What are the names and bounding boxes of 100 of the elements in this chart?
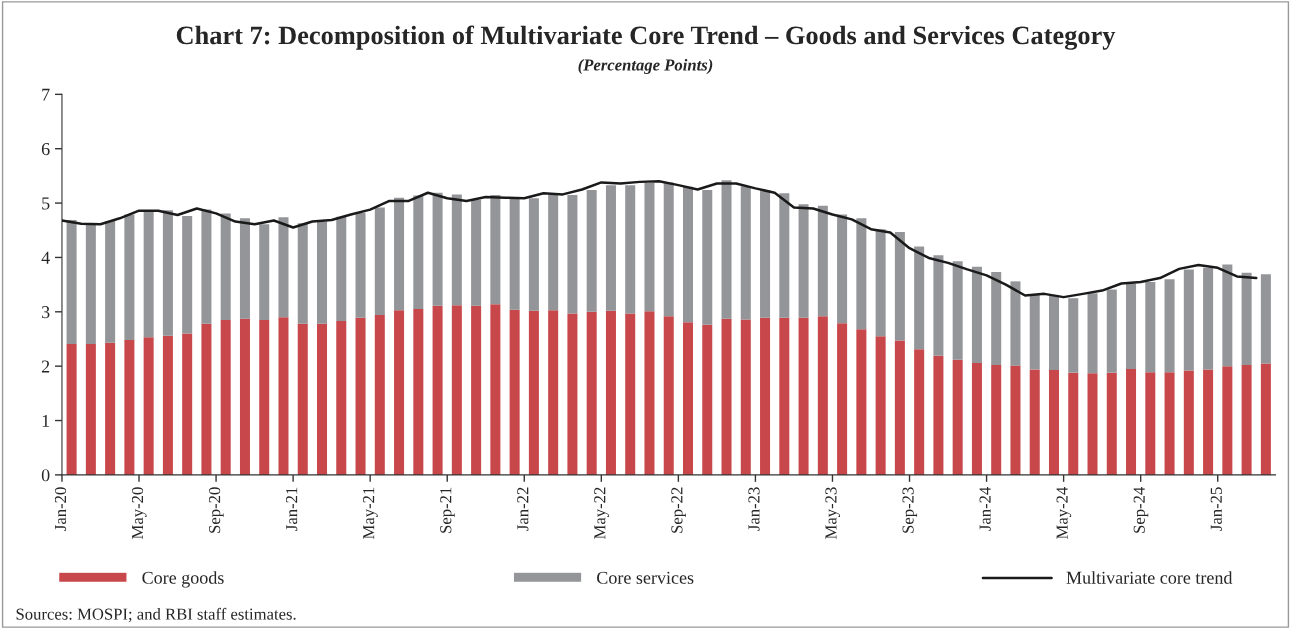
bar bbox=[1183, 370, 1194, 475]
y-tick-label: 6 bbox=[41, 143, 50, 156]
bar bbox=[105, 342, 116, 475]
bar bbox=[490, 304, 501, 475]
bar bbox=[143, 210, 154, 338]
bar bbox=[548, 310, 559, 475]
bar bbox=[432, 192, 443, 306]
bar bbox=[1260, 363, 1271, 475]
bar bbox=[1260, 274, 1271, 364]
bar bbox=[374, 315, 385, 475]
y-tick-label: 3 bbox=[42, 306, 50, 319]
bar bbox=[451, 194, 462, 306]
bar bbox=[971, 362, 982, 475]
bar bbox=[220, 319, 231, 475]
bar bbox=[817, 316, 828, 475]
line-series bbox=[61, 180, 1258, 299]
bar bbox=[586, 190, 597, 312]
bar bbox=[875, 229, 886, 337]
x-tick-label: Sep-21 bbox=[440, 487, 455, 533]
y-tick-label: 0 bbox=[41, 469, 50, 482]
x-tick-label: Jan-21 bbox=[286, 487, 298, 531]
bar bbox=[1183, 269, 1194, 371]
bar bbox=[239, 218, 250, 319]
bar bbox=[837, 214, 848, 324]
legend-label: Core services bbox=[597, 571, 694, 584]
bar bbox=[914, 349, 925, 475]
bar bbox=[1087, 373, 1098, 475]
bar bbox=[182, 333, 193, 475]
bar bbox=[451, 305, 462, 475]
bar bbox=[1048, 369, 1059, 475]
bar bbox=[663, 182, 674, 317]
bar bbox=[1010, 281, 1021, 366]
x-tick-label: May-23 bbox=[825, 487, 841, 539]
bar bbox=[413, 195, 424, 310]
bar bbox=[1106, 372, 1117, 475]
bar bbox=[355, 317, 366, 475]
bar bbox=[1068, 372, 1079, 475]
bar bbox=[413, 309, 424, 475]
bar bbox=[336, 216, 347, 322]
y-tick-label: 1 bbox=[42, 414, 50, 427]
chart-subtitle: (Percentage Points) bbox=[578, 58, 713, 74]
bar bbox=[740, 319, 751, 475]
bar bbox=[1029, 294, 1040, 370]
bar bbox=[278, 217, 289, 318]
bar bbox=[740, 186, 751, 320]
y-tick-label: 7 bbox=[42, 88, 50, 101]
x-tick-label: Jan-24 bbox=[979, 486, 991, 531]
bar bbox=[1222, 264, 1233, 367]
bar bbox=[702, 190, 713, 325]
bar bbox=[837, 323, 848, 475]
bar bbox=[394, 310, 405, 475]
bar bbox=[952, 261, 963, 360]
bar bbox=[259, 224, 270, 320]
bar bbox=[817, 205, 828, 317]
bar bbox=[317, 323, 328, 475]
bar bbox=[432, 305, 443, 475]
bar bbox=[490, 194, 501, 305]
bar bbox=[952, 359, 963, 475]
bar bbox=[586, 311, 597, 475]
x-tick-label: Sep-22 bbox=[671, 487, 686, 533]
bar bbox=[1087, 293, 1098, 374]
source-note: Sources: MOSPI; and RBI staff estimates. bbox=[16, 607, 296, 623]
bar bbox=[1164, 279, 1175, 373]
bar bbox=[1241, 272, 1252, 366]
x-tick-label: Sep-23 bbox=[902, 487, 918, 533]
bar bbox=[1126, 283, 1137, 369]
x-tick-label: May-20 bbox=[131, 487, 147, 539]
bar bbox=[894, 340, 905, 475]
bar bbox=[259, 319, 270, 475]
bar bbox=[336, 321, 347, 475]
bar bbox=[162, 335, 173, 475]
y-tick-label: 2 bbox=[41, 360, 50, 373]
bar bbox=[220, 213, 231, 320]
bar bbox=[374, 207, 385, 316]
x-tick-label: Sep-24 bbox=[1133, 486, 1149, 533]
bar bbox=[1241, 365, 1252, 475]
bar bbox=[625, 313, 636, 475]
bar bbox=[798, 204, 809, 318]
bar bbox=[1029, 369, 1040, 475]
bar bbox=[625, 185, 636, 314]
bar bbox=[856, 218, 867, 330]
bar bbox=[721, 318, 732, 475]
bar bbox=[567, 194, 578, 314]
bar bbox=[1164, 372, 1175, 475]
bar bbox=[471, 305, 482, 475]
bar bbox=[682, 186, 694, 323]
x-tick-label: Jan-25 bbox=[1210, 487, 1222, 531]
bar bbox=[1145, 372, 1156, 475]
bar bbox=[124, 214, 135, 341]
bar bbox=[201, 209, 212, 324]
bar bbox=[297, 323, 308, 475]
bar bbox=[933, 255, 944, 356]
bar bbox=[528, 198, 539, 311]
legend-label: Multivariate core trend bbox=[1066, 571, 1233, 584]
bar bbox=[239, 318, 250, 475]
bar bbox=[182, 216, 193, 334]
bar bbox=[760, 317, 771, 475]
x-tick-label: May-21 bbox=[363, 487, 378, 539]
bar bbox=[644, 182, 655, 312]
bar bbox=[1106, 289, 1117, 373]
